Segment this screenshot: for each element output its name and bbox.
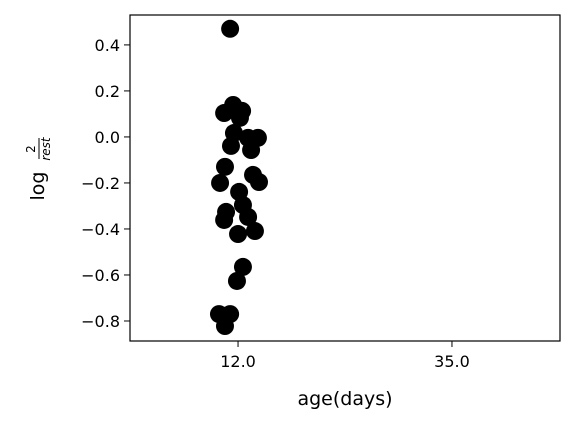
point [211, 173, 230, 192]
y-tick-label: −0.4 [81, 220, 120, 239]
point [242, 141, 261, 160]
point [221, 136, 240, 155]
y-tick-label: 0.2 [95, 82, 120, 101]
y-tick-label: −0.8 [81, 312, 120, 331]
point [233, 257, 252, 276]
y-axis-label-denominator: rest [39, 136, 53, 161]
y-tick-label: 0.4 [95, 36, 120, 55]
y-axis-label-numerator: 2 [24, 145, 38, 153]
point [230, 108, 249, 127]
point [215, 210, 234, 229]
plot-frame [129, 14, 561, 342]
y-tick-label: −0.2 [81, 174, 120, 193]
x-tick-label: 12.0 [220, 352, 256, 371]
x-tick-label: 35.0 [434, 352, 470, 371]
point [233, 196, 252, 215]
point [245, 222, 264, 241]
point [215, 317, 234, 336]
point [229, 225, 248, 244]
point [221, 19, 240, 38]
point [227, 271, 246, 290]
y-tick-label: −0.6 [81, 266, 120, 285]
point [250, 173, 268, 192]
x-axis-label: age(days) [297, 388, 392, 410]
y-axis-label-text: log [27, 172, 49, 201]
point [215, 157, 234, 176]
y-tick-label: 0.0 [95, 128, 120, 147]
y-axis-label: log 2 rest [24, 136, 53, 200]
